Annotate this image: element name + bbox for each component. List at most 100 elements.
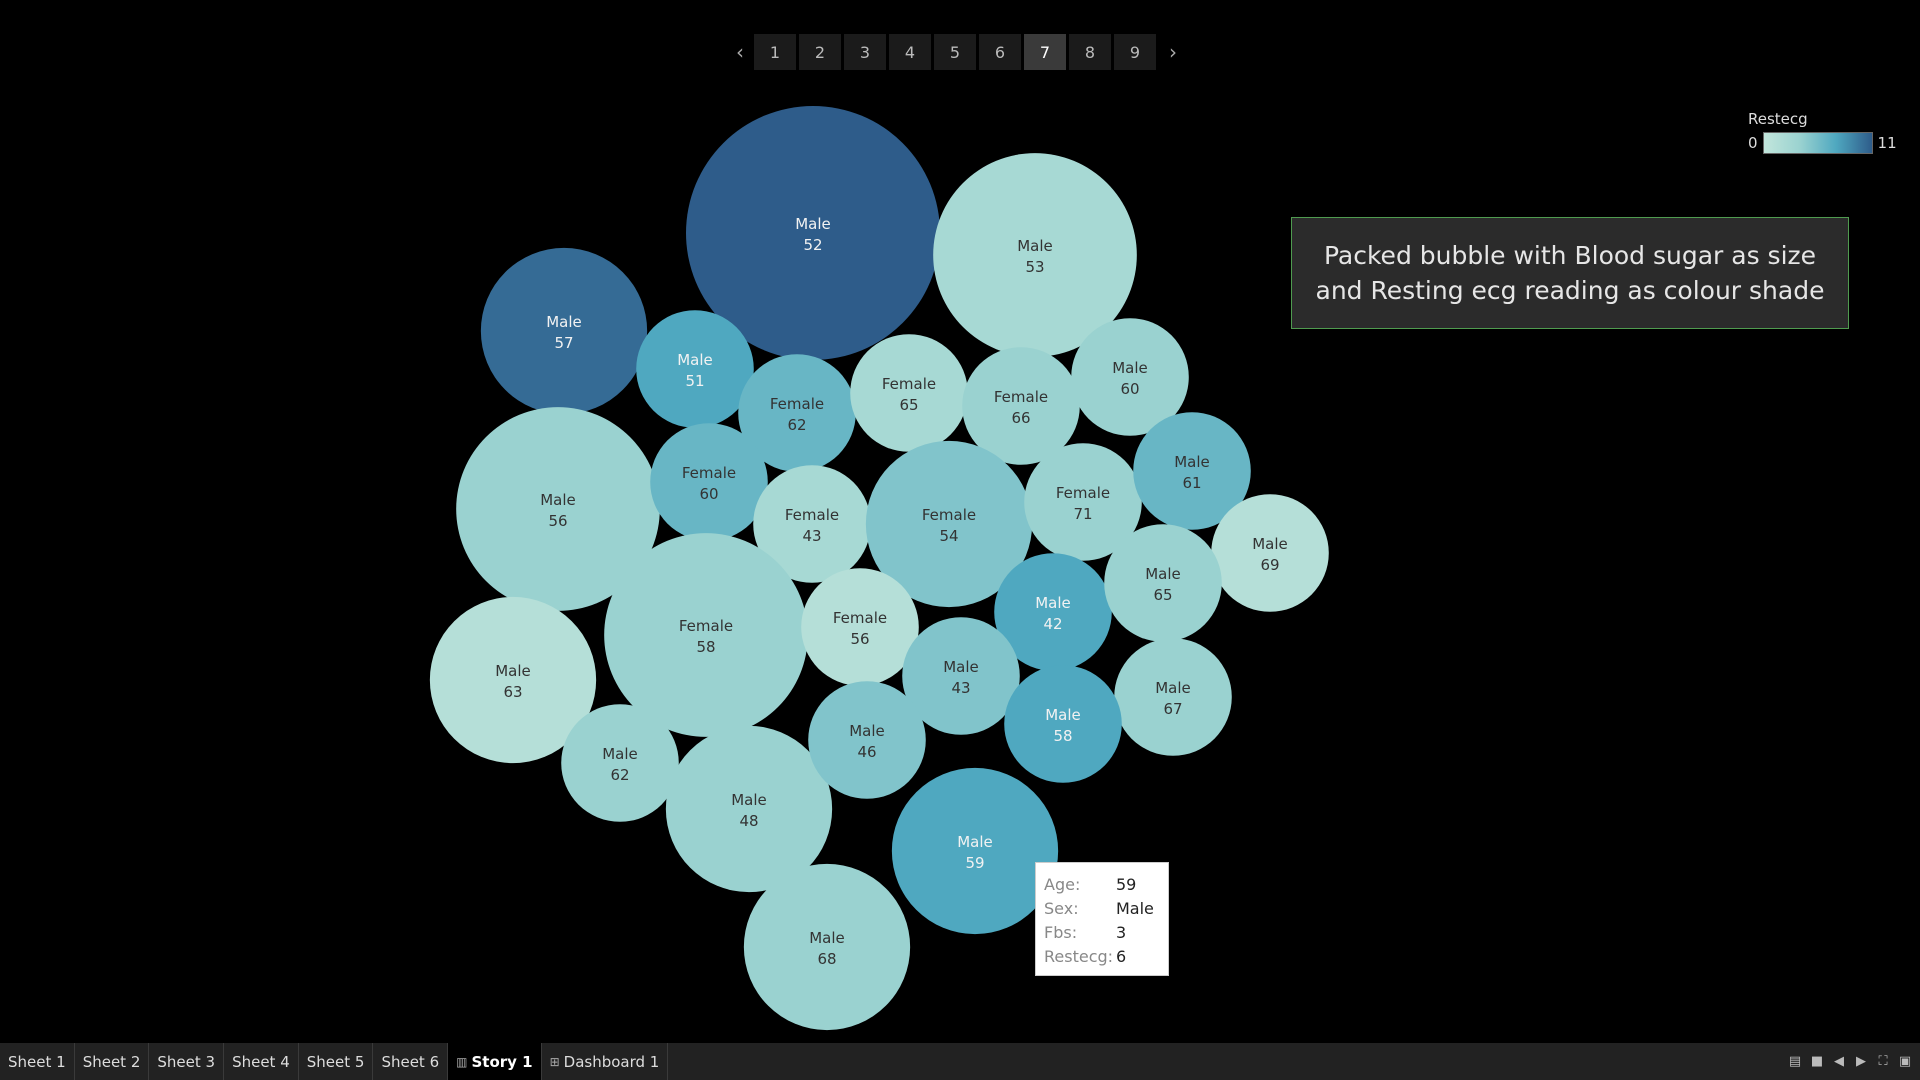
story-page-9[interactable]: 9	[1114, 34, 1156, 70]
bubble[interactable]: Female 71	[1024, 443, 1142, 561]
bubble-sex-label: Female	[682, 464, 736, 482]
tooltip-row: Fbs: 3	[1044, 921, 1160, 945]
tab-story-1[interactable]: ▥ Story 1	[448, 1043, 542, 1080]
bubble[interactable]: Male 60	[1071, 318, 1189, 436]
bubble[interactable]: Female 43	[753, 465, 871, 583]
presentation-mode-icon[interactable]: ▣	[1898, 1054, 1912, 1069]
bubble-circle[interactable]	[902, 617, 1020, 735]
chevron-right-icon[interactable]: ›	[1169, 40, 1177, 64]
bubble-circle[interactable]	[962, 347, 1080, 465]
bubble[interactable]: Male 63	[429, 596, 597, 764]
bubble-circle[interactable]	[738, 354, 856, 472]
tab-sheet-3[interactable]: Sheet 3	[149, 1043, 225, 1080]
story-page-4[interactable]: 4	[889, 34, 931, 70]
bubble-circle[interactable]	[686, 106, 940, 360]
story-page-1[interactable]: 1	[754, 34, 796, 70]
tab-sheet-6[interactable]: Sheet 6	[373, 1043, 449, 1080]
bubble-circle[interactable]	[1133, 412, 1251, 530]
bubble-circle[interactable]	[850, 334, 968, 452]
next-sheet-icon[interactable]: ▶	[1856, 1054, 1866, 1069]
bubble[interactable]: Female 60	[650, 423, 768, 541]
bubble-circle[interactable]	[480, 247, 648, 415]
bubble[interactable]: Female 56	[801, 568, 919, 686]
fullscreen-icon[interactable]: ⛶	[1878, 1054, 1888, 1069]
bubble-sex-label: Male	[540, 491, 576, 509]
bubble[interactable]: Male 43	[902, 617, 1020, 735]
bubble[interactable]: Male 68	[743, 863, 911, 1031]
story-page-6[interactable]: 6	[979, 34, 1021, 70]
bubble-circle[interactable]	[1104, 524, 1222, 642]
bubble[interactable]: Female 54	[865, 440, 1033, 608]
bubble-circle[interactable]	[743, 863, 911, 1031]
bubble-circle[interactable]	[604, 533, 808, 737]
bubble-age-label: 56	[548, 512, 567, 530]
bubble-circle[interactable]	[891, 767, 1059, 935]
bubble-circle[interactable]	[561, 704, 679, 822]
bubble[interactable]: Female 65	[850, 334, 968, 452]
bubble-circle[interactable]	[429, 596, 597, 764]
tooltip-value: 3	[1116, 923, 1127, 942]
bubble-circle[interactable]	[1114, 638, 1232, 756]
bubble-circle[interactable]	[808, 681, 926, 799]
bubble[interactable]: Male 59	[891, 767, 1059, 935]
bubble-age-label: 63	[503, 683, 522, 701]
bubble-sex-label: Female	[922, 506, 976, 524]
story-page-2[interactable]: 2	[799, 34, 841, 70]
legend-gradient-bar	[1762, 132, 1873, 154]
bubble-circle[interactable]	[1211, 494, 1329, 612]
bubble[interactable]: Male 61	[1133, 412, 1251, 530]
bubble[interactable]: Male 46	[808, 681, 926, 799]
bubble-circle[interactable]	[1004, 665, 1122, 783]
bubble-circle[interactable]	[1071, 318, 1189, 436]
story-page-3[interactable]: 3	[844, 34, 886, 70]
legend-title: Restecg	[1748, 110, 1808, 128]
bubble[interactable]: Male 48	[665, 725, 833, 893]
caption-text: Packed bubble with Blood sugar as size a…	[1315, 241, 1825, 305]
story-page-8[interactable]: 8	[1069, 34, 1111, 70]
bubble[interactable]: Male 62	[561, 704, 679, 822]
bubble-circle[interactable]	[1024, 443, 1142, 561]
story-page-5[interactable]: 5	[934, 34, 976, 70]
bubble[interactable]: Female 62	[738, 354, 856, 472]
bubble-sex-label: Female	[785, 506, 839, 524]
bubble[interactable]: Male 52	[686, 106, 940, 360]
tab-sheet-4[interactable]: Sheet 4	[224, 1043, 299, 1080]
bubble-circle[interactable]	[650, 423, 768, 541]
bubble[interactable]: Male 53	[933, 153, 1137, 357]
story-page-7[interactable]: 7	[1024, 34, 1066, 70]
bubble-sex-label: Male	[1174, 453, 1210, 471]
chevron-left-icon[interactable]: ‹	[736, 40, 744, 64]
show-filmstrip-icon[interactable]: ■	[1810, 1054, 1824, 1069]
bubble-circle[interactable]	[801, 568, 919, 686]
bubble-circle[interactable]	[865, 440, 1033, 608]
tooltip-key: Fbs:	[1044, 923, 1078, 942]
show-sheet-sorter-icon[interactable]: ▤	[1788, 1054, 1802, 1069]
previous-sheet-icon[interactable]: ◀	[1834, 1054, 1844, 1069]
bubble[interactable]: Female 58	[604, 533, 808, 737]
bubble-age-label: 57	[554, 334, 573, 352]
bubble[interactable]: Male 69	[1211, 494, 1329, 612]
tab-dashboard-1[interactable]: ⊞ Dashboard 1	[542, 1043, 669, 1080]
bubble-circle[interactable]	[933, 153, 1137, 357]
bubble[interactable]: Male 67	[1114, 638, 1232, 756]
bubble-age-label: 43	[951, 679, 970, 697]
color-legend: Restecg 0 11	[1748, 110, 1908, 154]
tab-sheet-1[interactable]: Sheet 1	[0, 1043, 75, 1080]
bubble-circle[interactable]	[994, 553, 1112, 671]
bubble[interactable]: Female 66	[962, 347, 1080, 465]
bubble[interactable]: Male 57	[480, 247, 648, 415]
bubble-circle[interactable]	[636, 310, 754, 428]
tab-sheet-5[interactable]: Sheet 5	[299, 1043, 374, 1080]
bubble[interactable]: Male 58	[1004, 665, 1122, 783]
bubble[interactable]: Male 56	[456, 407, 660, 611]
bubble[interactable]: Male 65	[1104, 524, 1222, 642]
bubble[interactable]: Male 42	[994, 553, 1112, 671]
bubble-circle[interactable]	[456, 407, 660, 611]
bubble-circle[interactable]	[753, 465, 871, 583]
tab-label: Story 1	[471, 1052, 533, 1071]
bubble[interactable]: Male 51	[636, 310, 754, 428]
bubble-circle[interactable]	[665, 725, 833, 893]
tab-sheet-2[interactable]: Sheet 2	[75, 1043, 150, 1080]
